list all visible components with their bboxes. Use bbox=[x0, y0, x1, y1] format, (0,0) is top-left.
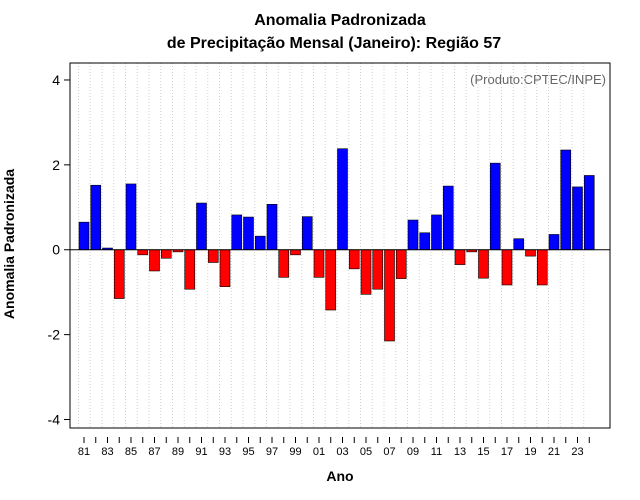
bar-1997 bbox=[266, 204, 278, 251]
grid-lines bbox=[78, 63, 585, 428]
bar-2007 bbox=[384, 249, 395, 342]
x-tick-label: 09 bbox=[407, 446, 419, 458]
y-axis-label: Anomalia Padronizada bbox=[1, 169, 17, 319]
bar-1988 bbox=[160, 249, 172, 259]
bar-1999 bbox=[290, 249, 301, 256]
x-tick-label: 83 bbox=[101, 446, 113, 458]
x-tick-label: 21 bbox=[548, 446, 560, 458]
x-tick-label: 95 bbox=[242, 446, 254, 458]
bar-1985 bbox=[125, 183, 137, 251]
bar-2019 bbox=[525, 249, 536, 257]
bar-2012 bbox=[442, 185, 454, 251]
x-tick-label: 81 bbox=[78, 446, 90, 458]
bar-2002 bbox=[325, 249, 337, 311]
x-tick-label: 93 bbox=[219, 446, 231, 458]
bar-2000 bbox=[301, 216, 313, 251]
bar-1981 bbox=[78, 221, 90, 251]
bar-2003 bbox=[337, 148, 348, 251]
bar-1982 bbox=[90, 184, 102, 251]
bar-2020 bbox=[536, 249, 548, 286]
x-tick-label: 23 bbox=[571, 446, 583, 458]
bar-2004 bbox=[348, 249, 360, 270]
bar-2008 bbox=[395, 249, 407, 279]
x-tick-label: 13 bbox=[454, 446, 466, 458]
bar-1996 bbox=[254, 235, 266, 251]
x-tick-label: 87 bbox=[148, 446, 160, 458]
bar-1986 bbox=[137, 249, 149, 256]
bar-2024 bbox=[583, 175, 595, 251]
x-tick-label: 91 bbox=[195, 446, 207, 458]
bar-1998 bbox=[278, 249, 290, 278]
x-tick-label: 15 bbox=[477, 446, 489, 458]
x-tick-label: 07 bbox=[383, 446, 395, 458]
axes-group: -4 -2 0 2 4 81 83 85 87 89 91 93 95 97 99 01 03 05 07 09 11 1… bbox=[48, 72, 590, 458]
credit-label: (Produto:CPTEC/INPE) bbox=[470, 72, 606, 87]
bar-2005 bbox=[360, 249, 372, 295]
bar-2023 bbox=[572, 186, 583, 251]
y-tick-label: 0 bbox=[52, 242, 60, 258]
bar-2021 bbox=[548, 234, 560, 251]
bar-2018 bbox=[513, 238, 525, 251]
bar-1993 bbox=[219, 249, 231, 287]
bar-2009 bbox=[407, 219, 419, 251]
bar-2001 bbox=[313, 249, 325, 278]
bar-1990 bbox=[184, 249, 196, 290]
chart-title-line2: de Precipitação Mensal (Janeiro): Região… bbox=[167, 35, 501, 52]
y-tick-label: -4 bbox=[48, 412, 61, 428]
bar-1991 bbox=[196, 202, 207, 251]
y-tick-label: 4 bbox=[52, 72, 60, 88]
x-tick-label: 89 bbox=[172, 446, 184, 458]
bar-1987 bbox=[149, 249, 160, 272]
x-tick-label: 17 bbox=[501, 446, 513, 458]
bar-2006 bbox=[372, 249, 384, 290]
bar-2013 bbox=[454, 249, 466, 265]
chart-title-line1: Anomalia Padronizada bbox=[254, 12, 426, 29]
bar-1984 bbox=[113, 249, 125, 299]
bar-2015 bbox=[478, 249, 489, 279]
x-tick-label: 05 bbox=[360, 446, 372, 458]
x-tick-label: 99 bbox=[289, 446, 301, 458]
x-tick-label: 01 bbox=[313, 446, 325, 458]
x-tick-label: 97 bbox=[266, 446, 278, 458]
bar-2011 bbox=[431, 214, 442, 251]
y-tick-label: -2 bbox=[48, 327, 61, 343]
y-tick-label: 2 bbox=[52, 157, 60, 173]
bar-1995 bbox=[243, 216, 254, 251]
bar-1994 bbox=[231, 214, 243, 251]
bar-2017 bbox=[501, 249, 513, 286]
bar-2016 bbox=[489, 162, 501, 251]
x-tick-label: 19 bbox=[524, 446, 536, 458]
bar-2022 bbox=[560, 149, 572, 251]
x-tick-label: 03 bbox=[336, 446, 348, 458]
x-axis-label: Ano bbox=[326, 468, 353, 484]
plot-frame bbox=[69, 62, 611, 429]
bar-2010 bbox=[419, 232, 431, 251]
x-tick-label: 11 bbox=[431, 446, 442, 458]
x-tick-label: 85 bbox=[125, 446, 137, 458]
bar-1992 bbox=[207, 249, 219, 263]
